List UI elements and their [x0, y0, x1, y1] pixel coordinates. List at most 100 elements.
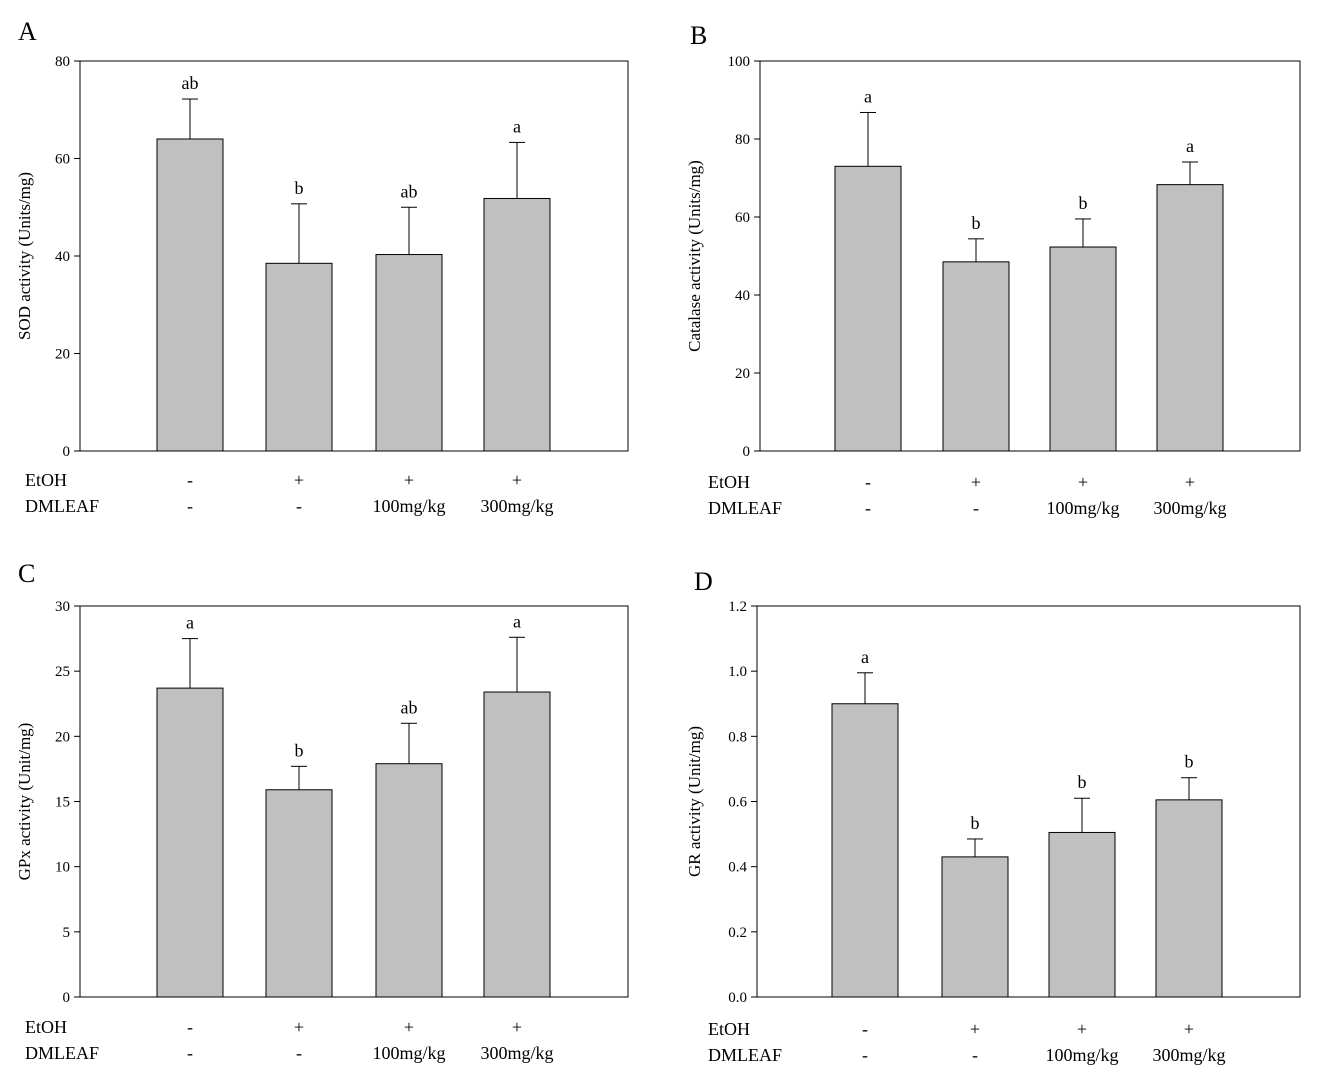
row-label-dmleaf: DMLEAF — [708, 1045, 782, 1065]
category-label-etoh: + — [294, 1017, 304, 1037]
category-label-dmleaf: 100mg/kg — [372, 1043, 445, 1063]
significance-label: a — [186, 613, 194, 633]
y-tick-label: 0.4 — [728, 860, 747, 876]
y-tick-label: 0.6 — [728, 795, 747, 811]
y-tick-label: 80 — [735, 132, 750, 148]
significance-label: a — [1186, 136, 1194, 156]
bar — [1155, 799, 1223, 998]
category-label-etoh: + — [971, 472, 981, 492]
y-axis-label: GR activity (Unit/mg) — [685, 726, 704, 877]
y-axis-label: GPx activity (Unit/mg) — [15, 723, 34, 881]
significance-label: ab — [401, 697, 418, 717]
bar — [375, 254, 443, 452]
y-tick-label: 60 — [735, 210, 750, 226]
category-label-dmleaf: - — [296, 496, 302, 516]
y-tick-label: 60 — [55, 152, 70, 168]
significance-label: ab — [182, 73, 199, 93]
category-label-dmleaf: - — [973, 498, 979, 518]
category-label-etoh: + — [1078, 472, 1088, 492]
significance-label: b — [971, 813, 980, 833]
bar — [941, 856, 1009, 998]
category-label-etoh: + — [512, 470, 522, 490]
y-tick-label: 20 — [55, 729, 70, 745]
y-tick-label: 5 — [63, 925, 71, 941]
category-label-etoh: - — [862, 1019, 868, 1039]
category-label-etoh: + — [404, 470, 414, 490]
row-label-dmleaf: DMLEAF — [25, 1043, 99, 1063]
category-label-dmleaf: - — [187, 496, 193, 516]
y-tick-label: 20 — [55, 347, 70, 363]
row-label-etoh: EtOH — [708, 472, 750, 492]
significance-label: a — [513, 116, 521, 136]
row-label-dmleaf: DMLEAF — [25, 496, 99, 516]
category-label-etoh: + — [294, 470, 304, 490]
plot-frame — [759, 60, 1301, 452]
category-label-etoh: + — [970, 1019, 980, 1039]
category-label-dmleaf: 100mg/kg — [1046, 498, 1119, 518]
chart-panel-b: B 0 20 40 60 80 100 Catalase activity (Units/mg… — [685, 21, 1301, 518]
category-label-etoh: + — [404, 1017, 414, 1037]
panel-label: A — [18, 17, 37, 46]
y-axis-label: SOD activity (Units/mg) — [15, 172, 34, 340]
bar — [1048, 831, 1116, 998]
category-label-dmleaf: - — [862, 1045, 868, 1065]
y-tick-label: 10 — [55, 860, 70, 876]
y-tick-label: 1.2 — [728, 599, 747, 615]
category-label-dmleaf: - — [972, 1045, 978, 1065]
panel-label: C — [18, 559, 35, 588]
y-tick-label: 80 — [55, 54, 70, 70]
bar — [831, 703, 899, 998]
bar — [483, 197, 551, 452]
bar — [156, 687, 224, 998]
chart-panel-d: D 0.0 0.2 0.4 0.6 0.8 1.0 1.2 GR activity (Unit/… — [685, 567, 1301, 1065]
category-label-etoh: + — [512, 1017, 522, 1037]
y-tick-label: 0 — [63, 444, 71, 460]
y-tick-label: 0 — [63, 990, 71, 1006]
category-label-etoh: + — [1077, 1019, 1087, 1039]
y-tick-label: 40 — [55, 249, 70, 265]
panel-label: B — [690, 21, 707, 50]
panel-label: D — [694, 567, 713, 596]
significance-label: b — [972, 213, 981, 233]
significance-label: a — [861, 647, 869, 667]
row-label-dmleaf: DMLEAF — [708, 498, 782, 518]
category-label-etoh: - — [187, 1017, 193, 1037]
significance-label: b — [1079, 193, 1088, 213]
y-tick-label: 0.0 — [728, 990, 747, 1006]
y-tick-label: 15 — [55, 795, 70, 811]
significance-label: b — [295, 178, 304, 198]
category-label-dmleaf: 300mg/kg — [1152, 1045, 1225, 1065]
row-label-etoh: EtOH — [25, 1017, 67, 1037]
y-tick-label: 40 — [735, 288, 750, 304]
category-label-dmleaf: - — [296, 1043, 302, 1063]
y-tick-label: 1.0 — [728, 664, 747, 680]
category-label-dmleaf: 300mg/kg — [480, 496, 553, 516]
bar — [265, 789, 333, 998]
significance-label: b — [1078, 772, 1087, 792]
category-label-dmleaf: - — [187, 1043, 193, 1063]
y-tick-label: 25 — [55, 664, 70, 680]
significance-label: b — [295, 740, 304, 760]
category-label-etoh: - — [865, 472, 871, 492]
bar — [156, 138, 224, 452]
category-label-etoh: + — [1184, 1019, 1194, 1039]
y-tick-label: 30 — [55, 599, 70, 615]
y-tick-label: 0 — [743, 444, 751, 460]
category-label-dmleaf: - — [865, 498, 871, 518]
category-label-etoh: + — [1185, 472, 1195, 492]
chart-panel-a: A 0 20 40 60 80 SOD activity (Units/mg) ab b ab a E… — [15, 17, 629, 516]
bar — [375, 763, 443, 998]
row-label-etoh: EtOH — [25, 470, 67, 490]
bar — [834, 165, 902, 452]
category-label-dmleaf: 100mg/kg — [1045, 1045, 1118, 1065]
row-label-etoh: EtOH — [708, 1019, 750, 1039]
category-label-dmleaf: 100mg/kg — [372, 496, 445, 516]
y-axis-label: Catalase activity (Units/mg) — [685, 160, 704, 352]
category-label-etoh: - — [187, 470, 193, 490]
category-label-dmleaf: 300mg/kg — [480, 1043, 553, 1063]
bar — [265, 262, 333, 452]
bar — [483, 691, 551, 998]
significance-label: a — [513, 611, 521, 631]
